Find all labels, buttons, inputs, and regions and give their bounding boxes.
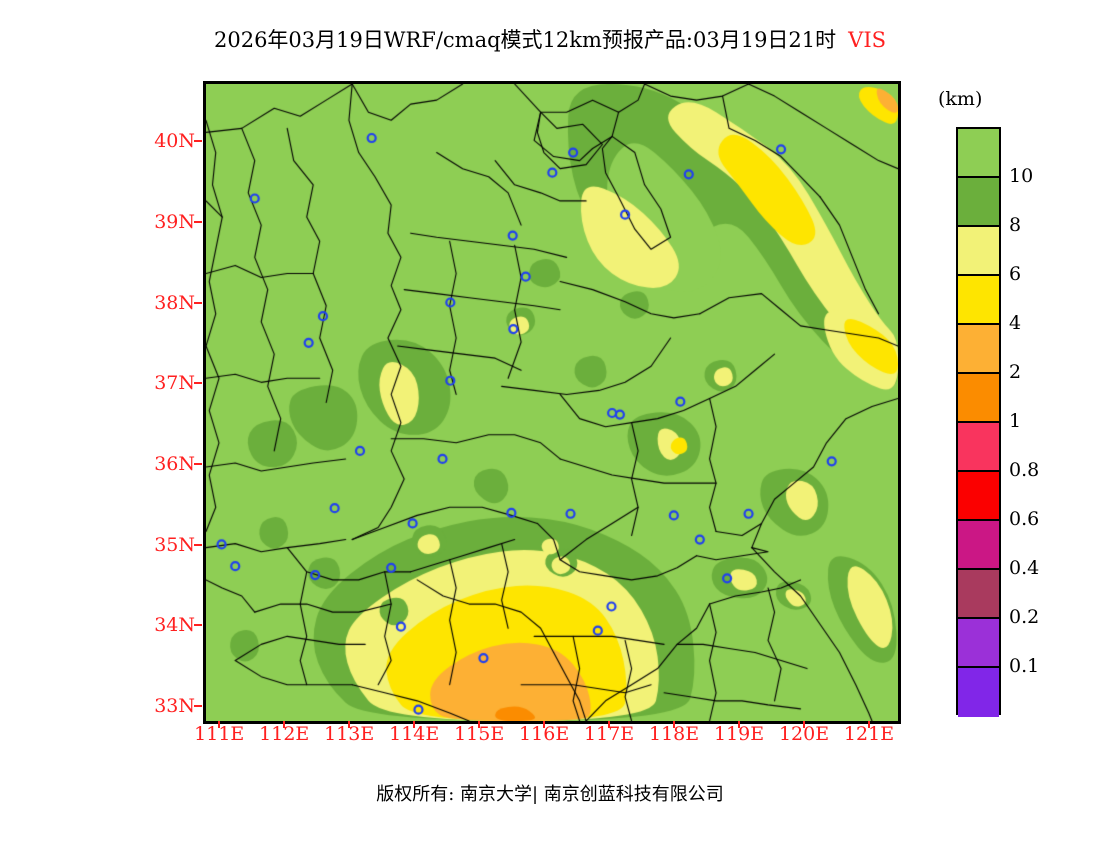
- colorbar: [956, 127, 1001, 717]
- x-axis-tick-label: 121E: [843, 723, 895, 745]
- x-axis-tickmark: [413, 721, 416, 728]
- x-axis-tickmark: [803, 721, 806, 728]
- colorbar-tick-label: 0.6: [1009, 508, 1040, 530]
- colorbar-band: [958, 521, 999, 570]
- x-axis-tickmark: [868, 721, 870, 728]
- colorbar-band: [958, 276, 999, 325]
- y-axis-tick-label: 33N: [154, 694, 195, 717]
- y-axis-tick-label: 36N: [154, 453, 195, 475]
- colorbar-tick-label: 10: [1009, 165, 1034, 187]
- colorbar-unit-label: (km): [938, 88, 983, 110]
- y-axis-tick-label: 40N: [154, 130, 195, 153]
- x-axis-tick-label: 118E: [649, 723, 700, 745]
- x-axis-tick-label: 112E: [259, 723, 310, 745]
- x-axis-tickmark: [543, 721, 546, 728]
- visibility-contour-map: [206, 84, 898, 721]
- map-plot-frame: [203, 81, 901, 724]
- colorbar-tick-label: 6: [1009, 263, 1022, 285]
- y-axis-tickmark: [194, 543, 202, 546]
- colorbar-band: [958, 325, 999, 374]
- x-axis-tickmark: [348, 721, 351, 728]
- colorbar-tick-label: 0.8: [1009, 459, 1040, 481]
- colorbar-band: [958, 178, 999, 227]
- colorbar-tick-label: 2: [1009, 361, 1022, 383]
- x-axis-tick-label: 120E: [778, 723, 830, 745]
- colorbar-tick-label: 0.2: [1009, 606, 1040, 628]
- colorbar-band: [958, 619, 999, 668]
- y-axis-tickmark: [194, 382, 202, 385]
- y-axis-tickmark: [194, 301, 202, 304]
- page-title: 2026年03月19日WRF/cmaq模式12km预报产品:03月19日21时 V…: [0, 24, 1100, 54]
- y-axis-tickmark: [194, 463, 202, 465]
- x-axis-tick-label: 114E: [389, 723, 440, 745]
- colorbar-band: [958, 668, 999, 717]
- x-axis-tickmark: [673, 721, 676, 728]
- x-axis-tick-label: 113E: [324, 723, 375, 745]
- colorbar-band: [958, 570, 999, 619]
- x-axis-tick-label: 119E: [713, 723, 765, 745]
- colorbar-tick-label: 1: [1009, 410, 1022, 432]
- x-axis-tickmark: [283, 721, 286, 728]
- y-axis-tickmark: [194, 624, 202, 627]
- colorbar-band: [958, 472, 999, 521]
- x-axis-tick-label: 111E: [194, 723, 245, 745]
- colorbar-tick-label: 0.4: [1009, 557, 1040, 579]
- colorbar-tick-label: 0.1: [1009, 655, 1040, 677]
- colorbar-tick-label: 8: [1009, 214, 1022, 236]
- x-axis-tickmark: [218, 721, 221, 728]
- x-axis-tick-label: 116E: [519, 723, 570, 745]
- x-axis-tick-label: 117E: [584, 723, 635, 745]
- x-axis-tickmark: [478, 721, 481, 728]
- colorbar-band: [958, 129, 999, 178]
- colorbar-band: [958, 227, 999, 276]
- y-axis-tickmark: [194, 704, 202, 707]
- copyright-footer: 版权所有: 南京大学| 南京创蓝科技有限公司: [376, 784, 724, 805]
- y-axis-tickmark: [194, 140, 202, 143]
- x-axis-tickmark: [608, 721, 611, 728]
- colorbar-band: [958, 423, 999, 472]
- colorbar-band: [958, 374, 999, 423]
- y-axis-tick-label: 35N: [154, 533, 195, 556]
- y-axis-tick-label: 39N: [154, 211, 195, 234]
- x-axis-tick-label: 115E: [454, 723, 505, 745]
- title-main-text: 2026年03月19日WRF/cmaq模式12km预报产品:03月19日21时: [213, 28, 837, 52]
- y-axis-tick-label: 38N: [154, 291, 195, 314]
- y-axis-tick-label: 34N: [154, 614, 195, 637]
- y-axis-tickmark: [194, 221, 202, 224]
- title-variable-tag: VIS: [848, 28, 887, 52]
- colorbar-tick-label: 4: [1009, 312, 1022, 334]
- y-axis-tick-label: 37N: [154, 372, 195, 395]
- x-axis-tickmark: [738, 721, 741, 728]
